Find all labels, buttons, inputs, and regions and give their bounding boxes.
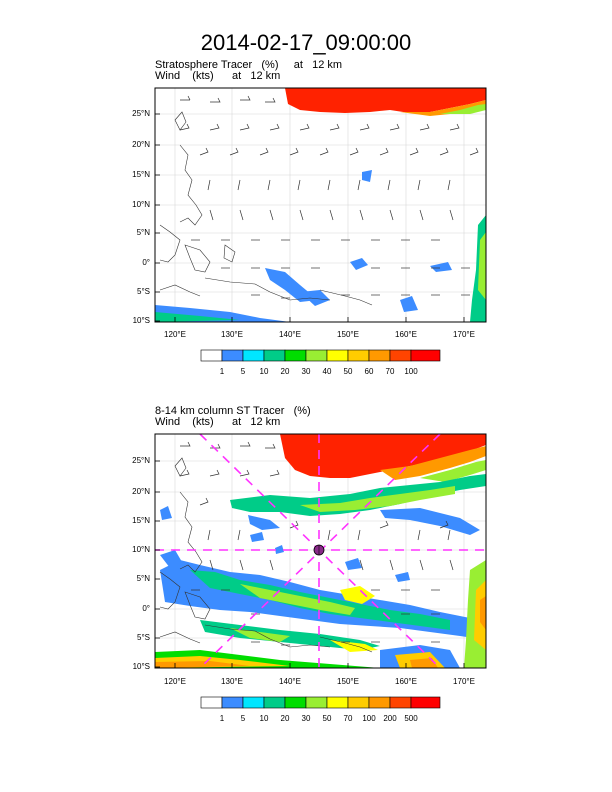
panel2-lat-label: 10°N: [132, 545, 150, 554]
panel1-colorbar-label: 20: [280, 367, 290, 376]
panel1-lon-label: 130°E: [221, 330, 243, 339]
panel1-lon-label: 120°E: [164, 330, 186, 339]
panel1-tracer-high-region: [285, 88, 486, 113]
panel1-lat-label: 20°N: [132, 140, 150, 149]
panel1-colorbar-label: 40: [322, 367, 332, 376]
panel1-wind-label: Wind (kts) at 12 km: [155, 70, 281, 82]
panel1-colorbar-label: 50: [343, 367, 353, 376]
panel2-colorbar-label: 100: [362, 714, 376, 723]
panel2-colorbar-label: 1: [219, 714, 225, 723]
panel1-colorbar-label: 70: [385, 367, 395, 376]
panel2-lat-label: 20°N: [132, 487, 150, 496]
panel1-lon-label: 170°E: [453, 330, 475, 339]
panel2-lat-label: 5°S: [137, 633, 150, 642]
panel1-lon-label: 150°E: [337, 330, 359, 339]
panel1-coastlines: [159, 111, 373, 306]
panel1-lat-label: 10°S: [132, 316, 150, 325]
panel2-coastlines: [159, 457, 373, 653]
panel2-colorbar-label: 30: [301, 714, 311, 723]
panel2-colorbar-label: 20: [280, 714, 290, 723]
panel1-lon-label: 160°E: [395, 330, 417, 339]
panel1-lat-label: 25°N: [132, 109, 150, 118]
panel1-lat-label: 0°: [142, 258, 150, 267]
panel2-lat-label: 10°S: [132, 662, 150, 671]
panel2-lon-label: 160°E: [395, 677, 417, 686]
panel1-colorbar-label: 100: [404, 367, 418, 376]
panel1-map: [155, 88, 486, 322]
panel1-lat-label: 15°N: [132, 170, 150, 179]
panel1-colorbar-label: 1: [219, 367, 225, 376]
panel2-lon-label: 130°E: [221, 677, 243, 686]
panel2-wind-label: Wind (kts) at 12 km: [155, 416, 281, 428]
panel1-lon-label: 140°E: [279, 330, 301, 339]
panel2-colorbar: [200, 696, 441, 709]
panel1-colorbar-label: 5: [240, 367, 246, 376]
panel1-colorbar-label: 30: [301, 367, 311, 376]
panel2-colorbar-label: 50: [322, 714, 332, 723]
panel2-lon-label: 170°E: [453, 677, 475, 686]
panel2-colorbar-label: 200: [383, 714, 397, 723]
panel1-lat-label: 5°N: [136, 228, 150, 237]
panel2-lat-label: 25°N: [132, 456, 150, 465]
panel2-ticks: [155, 460, 465, 668]
panel2-colorbar-label: 500: [404, 714, 418, 723]
panel1-wind-barbs: [179, 95, 479, 299]
panel2-colorbar-label: 70: [343, 714, 353, 723]
panel1-gridlines: [155, 88, 486, 322]
panel2-lat-label: 0°: [142, 604, 150, 613]
panel1-subtitle: Stratosphere Tracer (%) at 12 km: [155, 59, 343, 71]
panel2-lat-label: 5°N: [136, 574, 150, 583]
panel1-colorbar-label: 10: [259, 367, 269, 376]
panel1-lat-label: 5°S: [137, 287, 150, 296]
panel1-ticks: [155, 113, 465, 322]
panel2-tracer-high-region: [280, 434, 486, 478]
panel2-lat-label: 15°N: [132, 516, 150, 525]
panel1-colorbar-label: 60: [364, 367, 374, 376]
panel1-lat-label: 10°N: [132, 200, 150, 209]
panel2-lon-label: 150°E: [337, 677, 359, 686]
panel2-colorbar-label: 10: [259, 714, 269, 723]
panel2-map: [155, 434, 486, 668]
typhoon-center-icon: [313, 544, 325, 556]
panel2-lon-label: 140°E: [279, 677, 301, 686]
panel1-colorbar: [200, 349, 441, 362]
panel2-frame: [154, 433, 487, 669]
page-title: 2014-02-17_09:00:00: [200, 30, 412, 55]
panel2-subtitle: 8-14 km column ST Tracer (%): [155, 405, 311, 417]
panel2-colorbar-label: 5: [240, 714, 246, 723]
panel2-lon-label: 120°E: [164, 677, 186, 686]
panel2-wind-barbs: [179, 441, 454, 646]
